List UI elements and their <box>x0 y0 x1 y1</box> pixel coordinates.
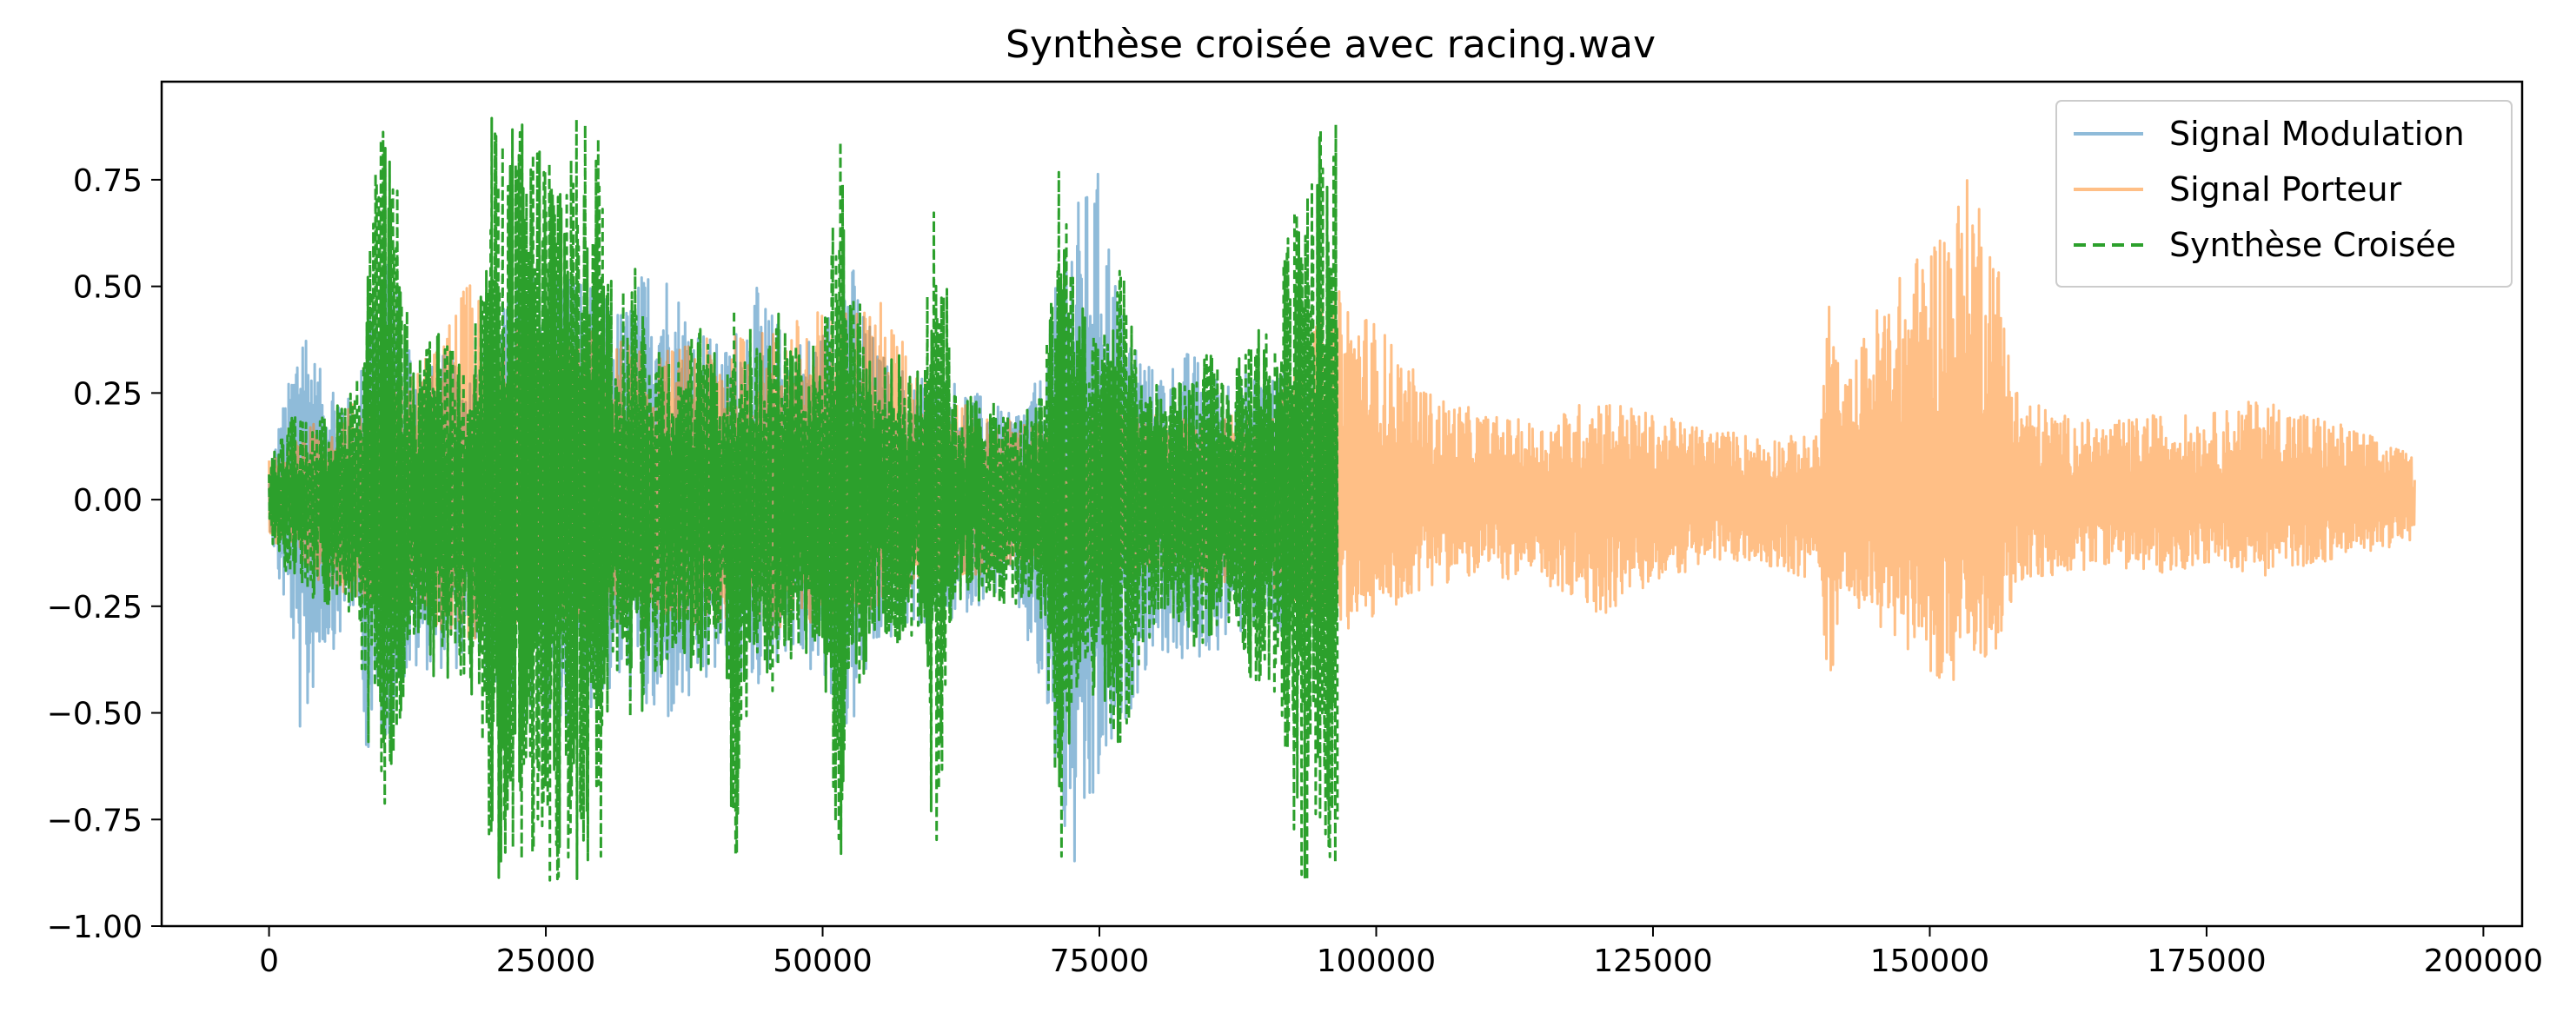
y-tick-label: −0.25 <box>47 590 143 626</box>
y-tick-label: 0.00 <box>73 483 143 519</box>
x-tick-label: 125000 <box>1593 943 1712 979</box>
plot-area <box>268 116 2416 882</box>
y-tick-label: −0.50 <box>47 697 143 732</box>
x-tick-label: 200000 <box>2424 943 2543 979</box>
x-tick-label: 75000 <box>1050 943 1150 979</box>
y-tick-label: 0.50 <box>73 270 143 306</box>
x-tick-label: 100000 <box>1317 943 1436 979</box>
legend-label: Signal Porteur <box>2169 170 2402 209</box>
legend-label: Synthèse Croisée <box>2169 226 2456 264</box>
axes-frame <box>160 80 2524 928</box>
x-tick-label: 50000 <box>773 943 873 979</box>
y-tick-label: −1.00 <box>47 910 143 945</box>
legend-box <box>2055 100 2513 288</box>
chart-title: Synthèse croisée avec racing.wav <box>1006 23 1656 67</box>
y-tick-label: 0.25 <box>73 376 143 412</box>
y-axis: 0.75 0.50 0.25 0.00 −0.25 −0.50 −0.75 −1.00 <box>47 163 162 945</box>
legend: Signal Modulation Signal Porteur Synthèse … <box>2055 100 2513 288</box>
legend-label: Signal Modulation <box>2169 115 2465 153</box>
series-line-3 <box>268 116 1339 882</box>
x-tick-label: 150000 <box>1870 943 1989 979</box>
x-tick-label: 0 <box>259 943 279 979</box>
y-tick-label: −0.75 <box>47 803 143 838</box>
x-tick-label: 25000 <box>496 943 596 979</box>
y-tick-label: 0.75 <box>73 163 143 199</box>
x-tick-label: 175000 <box>2147 943 2266 979</box>
x-axis: 0 25000 50000 75000 100000 125000 150000 175000… <box>259 926 2543 979</box>
